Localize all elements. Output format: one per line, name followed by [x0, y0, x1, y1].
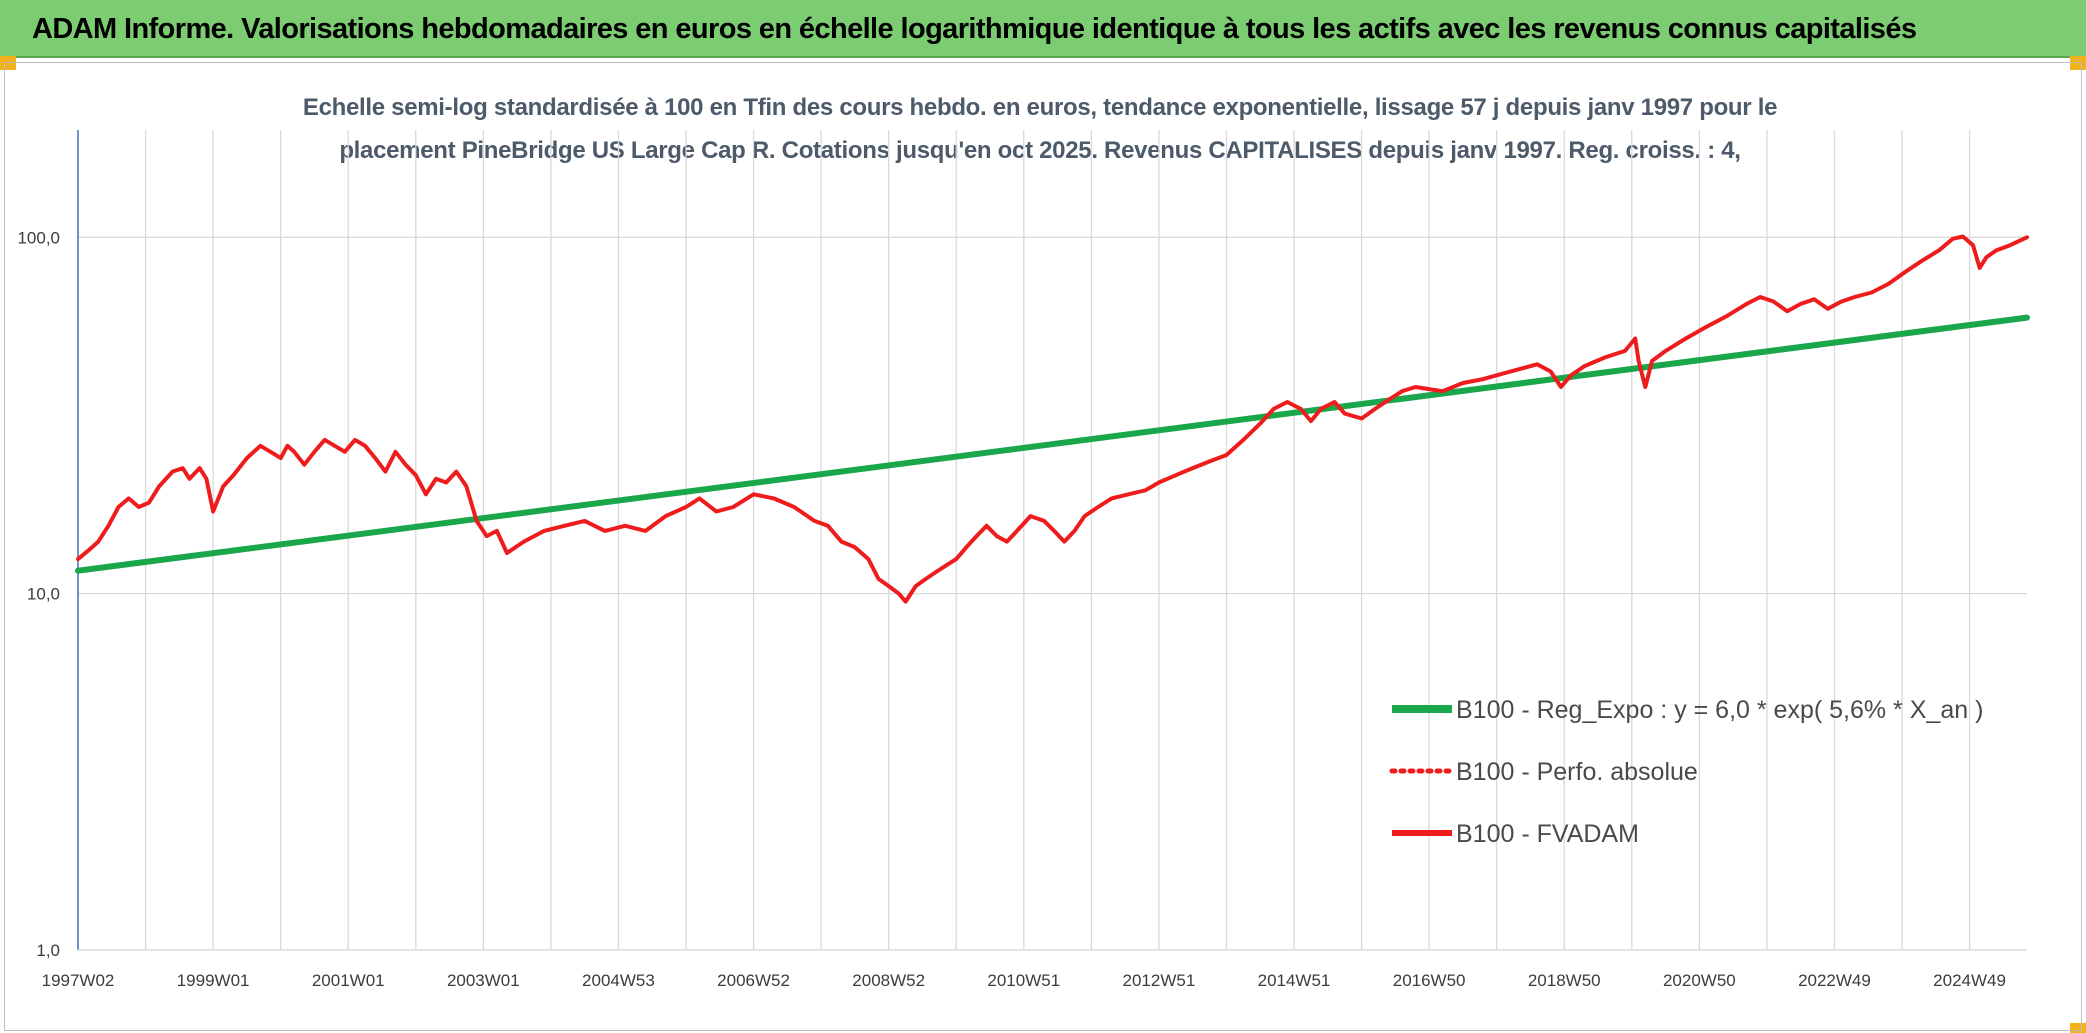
x-tick-label: 2003W01 [447, 971, 520, 990]
series-layer [75, 234, 2030, 604]
x-tick-label: 2008W52 [852, 971, 925, 990]
y-tick-label: 1,0 [36, 941, 60, 960]
corner-marker-top-right [2070, 56, 2086, 70]
x-tick-label: 2016W50 [1393, 971, 1466, 990]
legend-label-perfo: B100 - Perfo. absolue [1456, 758, 1698, 786]
x-tick-label: 2014W51 [1258, 971, 1331, 990]
axes: 1,0 10,0 100,0 1997W02 1999W01 2001W01 2003W01… [17, 130, 2027, 990]
series-line-reg-expo [75, 314, 2030, 574]
chart-frame [4, 62, 2082, 1031]
y-tick-label: 10,0 [27, 585, 60, 604]
grid [77, 130, 2027, 951]
legend-label-fvadam: B100 - FVADAM [1456, 820, 1639, 848]
y-tick-label: 100,0 [17, 228, 60, 247]
x-tick-label: 2001W01 [312, 971, 385, 990]
legend: B100 - Reg_Expo : y = 6,0 * exp( 5,6% * … [1389, 696, 1983, 848]
header-bar: ADAM Informe. Valorisations hebdomadaire… [0, 0, 2086, 58]
chart-subtitle-line-2: placement PineBridge US Large Cap R. Cot… [339, 137, 1740, 164]
x-tick-label: 2018W50 [1528, 971, 1601, 990]
x-tick-label: 2024W49 [1933, 971, 2006, 990]
legend-label-reg-expo: B100 - Reg_Expo : y = 6,0 * exp( 5,6% * … [1456, 696, 1983, 724]
x-tick-label: 2020W50 [1663, 971, 1736, 990]
x-tick-label: 2004W53 [582, 971, 655, 990]
x-tick-label: 1999W01 [177, 971, 250, 990]
x-tick-label: 2022W49 [1798, 971, 1871, 990]
corner-marker-bottom-right [2070, 1023, 2086, 1033]
chart-subtitle-line-1: Echelle semi-log standardisée à 100 en T… [303, 94, 1777, 121]
page-title: ADAM Informe. Valorisations hebdomadaire… [32, 13, 1917, 45]
x-tick-label: 2012W51 [1123, 971, 1196, 990]
x-tick-label: 1997W02 [42, 971, 115, 990]
x-tick-label: 2006W52 [717, 971, 790, 990]
series-line-fvadam [76, 234, 2029, 604]
x-tick-label: 2010W51 [987, 971, 1060, 990]
